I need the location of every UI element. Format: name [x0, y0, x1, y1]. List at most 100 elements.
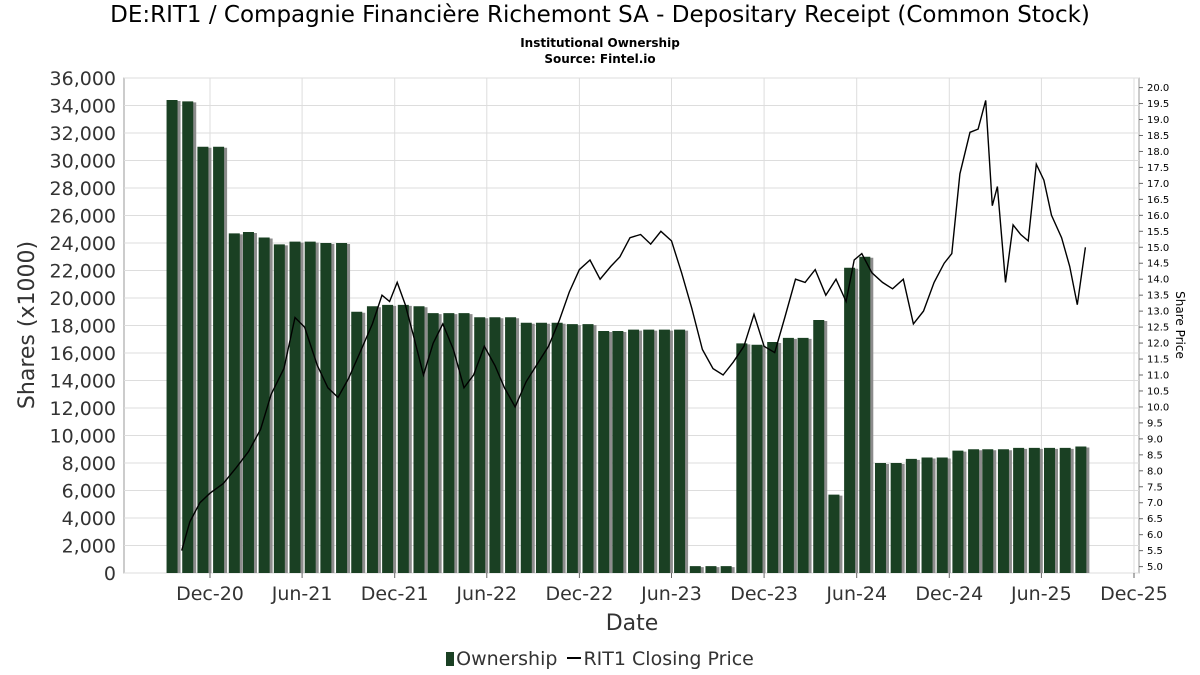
y-axis-left: 0 2,000 4,000 6,000 8,000 10,000 12,000 14,000 1…: [50, 68, 116, 585]
y2-tick-label: 20.0: [1147, 83, 1169, 94]
ownership-bar: [566, 324, 578, 573]
y-axis-label: Shares (x1000): [15, 241, 40, 409]
y2-tick-label: 16.5: [1147, 195, 1169, 206]
ownership-bar: [228, 233, 240, 573]
ownership-bar: [782, 337, 794, 573]
y2-tick-label: 16.0: [1147, 211, 1169, 222]
ownership-bar: [505, 317, 517, 573]
y2-tick-label: 13.5: [1147, 291, 1169, 302]
ownership-bar: [535, 322, 547, 573]
y-tick-label: 18,000: [50, 316, 116, 338]
y-tick-label: 12,000: [50, 398, 116, 420]
ownership-bar: [658, 329, 670, 573]
y-tick-label: 36,000: [50, 68, 116, 90]
ownership-bar: [859, 256, 871, 573]
ownership-bar: [213, 146, 225, 573]
ownership-bar: [520, 322, 532, 573]
y2-tick-label: 15.5: [1147, 227, 1169, 238]
ownership-bar: [968, 449, 980, 573]
ownership-bar: [1043, 447, 1055, 573]
ownership-bar: [689, 566, 701, 573]
ownership-bar: [182, 101, 194, 573]
ownership-bar: [813, 320, 825, 573]
legend-bar-swatch: [446, 652, 455, 666]
ownership-bar: [997, 449, 1009, 573]
ownership-bar: [612, 331, 624, 573]
ownership-bar: [844, 267, 856, 573]
ownership-bar: [366, 306, 378, 573]
y2-tick-label: 7.0: [1147, 498, 1163, 509]
x-axis: Dec-20 Jun-21 Dec-21 Jun-22 Dec-22 Jun-23 Dec-…: [176, 573, 1168, 605]
ownership-bar: [921, 457, 933, 573]
ownership-bar: [797, 337, 809, 573]
y-tick-label: 4,000: [62, 508, 116, 530]
y2-tick-label: 5.5: [1147, 546, 1163, 557]
ownership-bar: [905, 458, 917, 573]
y2-tick-label: 8.5: [1147, 450, 1163, 461]
ownership-bar: [474, 317, 486, 573]
ownership-bar: [936, 457, 948, 573]
y2-tick-label: 11.0: [1147, 371, 1169, 382]
y2-tick-label: 8.0: [1147, 466, 1163, 477]
y2-tick-label: 10.0: [1147, 402, 1169, 413]
ownership-bar: [443, 313, 455, 573]
ownership-bar: [304, 241, 316, 573]
y-tick-label: 24,000: [50, 233, 116, 255]
x-tick-label: Jun-22: [455, 583, 517, 605]
chart-subtitle: Institutional Ownership: [520, 36, 680, 50]
ownership-bar: [1013, 447, 1025, 573]
x-tick-label: Jun-23: [640, 583, 702, 605]
y-tick-label: 0: [104, 563, 116, 585]
ownership-bar: [674, 329, 686, 573]
ownership-bar: [720, 566, 732, 573]
ownership-bar: [582, 324, 594, 573]
ownership-bar: [242, 232, 254, 573]
x-tick-label: Jun-21: [271, 583, 333, 605]
y-axis-right: 5.0 5.5 6.0 6.5 7.0 7.5 8.0 8.5 9.0 9.5 10.0 10.5 11…: [1139, 83, 1169, 573]
ownership-bar: [767, 342, 779, 573]
y-tick-label: 32,000: [50, 123, 116, 145]
ownership-bar: [874, 463, 886, 573]
ownership-bar: [1028, 447, 1040, 573]
ownership-bar: [1075, 446, 1087, 573]
ownership-bar: [458, 313, 470, 573]
x-tick-label: Dec-22: [545, 583, 613, 605]
chart-source: Source: Fintel.io: [544, 52, 656, 66]
y2-tick-label: 9.5: [1147, 418, 1163, 429]
y-tick-label: 34,000: [50, 96, 116, 118]
y2-tick-label: 17.5: [1147, 163, 1169, 174]
y-tick-label: 6,000: [62, 481, 116, 503]
ownership-bar: [427, 313, 439, 573]
ownership-bar: [397, 304, 409, 573]
ownership-bar: [1059, 447, 1071, 573]
ownership-bar: [828, 494, 840, 573]
x-tick-label: Jun-25: [1010, 583, 1072, 605]
ownership-bar: [598, 331, 610, 573]
ownership-bar: [952, 450, 964, 573]
x-tick-label: Dec-21: [361, 583, 429, 605]
ownership-bar: [890, 463, 902, 573]
y2-tick-label: 7.5: [1147, 482, 1163, 493]
y-tick-label: 22,000: [50, 261, 116, 283]
legend: Ownership RIT1 Closing Price: [0, 648, 1200, 670]
y-tick-label: 10,000: [50, 426, 116, 448]
y-tick-label: 20,000: [50, 288, 116, 310]
ownership-bar: [413, 306, 425, 573]
y2-tick-label: 19.5: [1147, 99, 1169, 110]
y-tick-label: 30,000: [50, 151, 116, 173]
ownership-bar: [705, 566, 717, 573]
y2-tick-label: 17.0: [1147, 179, 1169, 190]
ownership-bar: [289, 241, 301, 573]
y2-tick-label: 6.0: [1147, 530, 1163, 541]
ownership-bar: [628, 329, 640, 573]
legend-ownership: Ownership: [446, 648, 557, 670]
y2-tick-label: 12.0: [1147, 339, 1169, 350]
ownership-bar: [382, 304, 394, 573]
ownership-bar: [351, 311, 363, 573]
ownership-bar: [551, 322, 563, 573]
y-tick-label: 26,000: [50, 206, 116, 228]
y2-axis-label: Share Price: [1173, 291, 1187, 359]
ownership-bar: [320, 243, 332, 573]
ownership-bar: [258, 237, 270, 573]
ownership-bar: [336, 243, 348, 573]
